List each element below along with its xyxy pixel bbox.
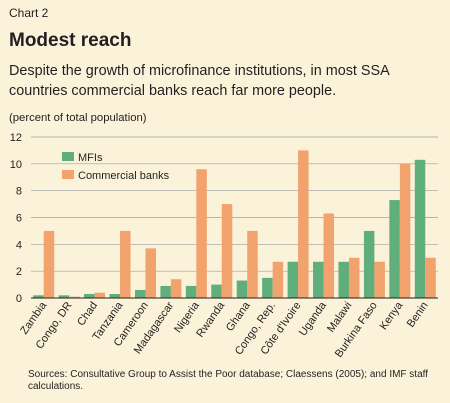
bar-mfis-co-te-d-ivoire [287,261,299,298]
legend-swatch-mfis [62,152,74,161]
bar-commercial-banks-tanzania [120,230,131,298]
y-tick-label: 12 [10,132,22,144]
bar-commercial-banks-uganda [323,213,335,298]
legend-label-commercial-banks: Commercial banks [78,170,170,182]
bar-commercial-banks-zambia [43,230,55,298]
bar-mfis-tanzania [109,293,121,298]
bar-commercial-banks-madagascar [170,279,182,298]
bar-commercial-banks-burkina-faso [374,261,385,298]
y-tick-label: 10 [10,159,22,171]
bar-commercial-banks-congo-rep [272,261,284,298]
bar-commercial-banks-chad [94,292,106,298]
bar-commercial-banks-ghana [247,230,258,298]
bar-commercial-banks-cameroon [145,248,156,298]
x-tick-label: Benin [405,300,431,330]
source-note: Sources: Consultative Group to Assist th… [28,369,429,392]
bar-mfis-kenya [389,200,400,298]
bar-commercial-banks-co-te-d-ivoire [298,150,309,298]
bar-commercial-banks-nigeria [196,169,207,298]
bar-mfis-malawi [338,261,349,298]
bar-mfis-burkina-faso [363,230,375,298]
bar-mfis-chad [84,293,95,298]
legend: MFIs Commercial banks [62,152,170,182]
bar-mfis-congo-dr [58,295,70,298]
chart-subtitle: Despite the growth of microfinance insti… [9,63,389,99]
bar-commercial-banks-kenya [399,163,411,298]
x-tick-label: Kenya [378,299,406,332]
x-tick-label: Chad [75,300,100,328]
y-tick-label: 4 [16,239,22,251]
bar-commercial-banks-benin [425,257,436,298]
bars [33,150,436,298]
legend-label-mfis: MFIs [78,152,103,164]
bar-commercial-banks-congo-dr [69,296,80,298]
bar-commercial-banks-rwanda [221,204,233,298]
bar-mfis-ghana [236,280,248,298]
bar-mfis-zambia [33,295,44,298]
bar-mfis-benin [414,159,426,298]
bar-mfis-cameroon [134,289,146,298]
bar-mfis-congo-rep [262,277,273,298]
bar-mfis-nigeria [185,285,197,298]
chart-number: Chart 2 [9,6,49,20]
chart-title: Modest reach [9,30,132,51]
y-tick-label: 0 [16,293,22,305]
legend-swatch-commercial-banks [62,170,74,179]
bar-mfis-madagascar [160,285,171,298]
x-tick-label: Uganda [297,299,329,338]
y-tick-label: 2 [16,266,22,278]
y-tick-label: 8 [16,186,22,198]
bar-commercial-banks-malawi [348,257,360,298]
unit-note: (percent of total population) [9,112,147,124]
y-tick-label: 6 [16,213,22,225]
bar-mfis-uganda [313,261,324,298]
bar-mfis-rwanda [211,284,222,298]
